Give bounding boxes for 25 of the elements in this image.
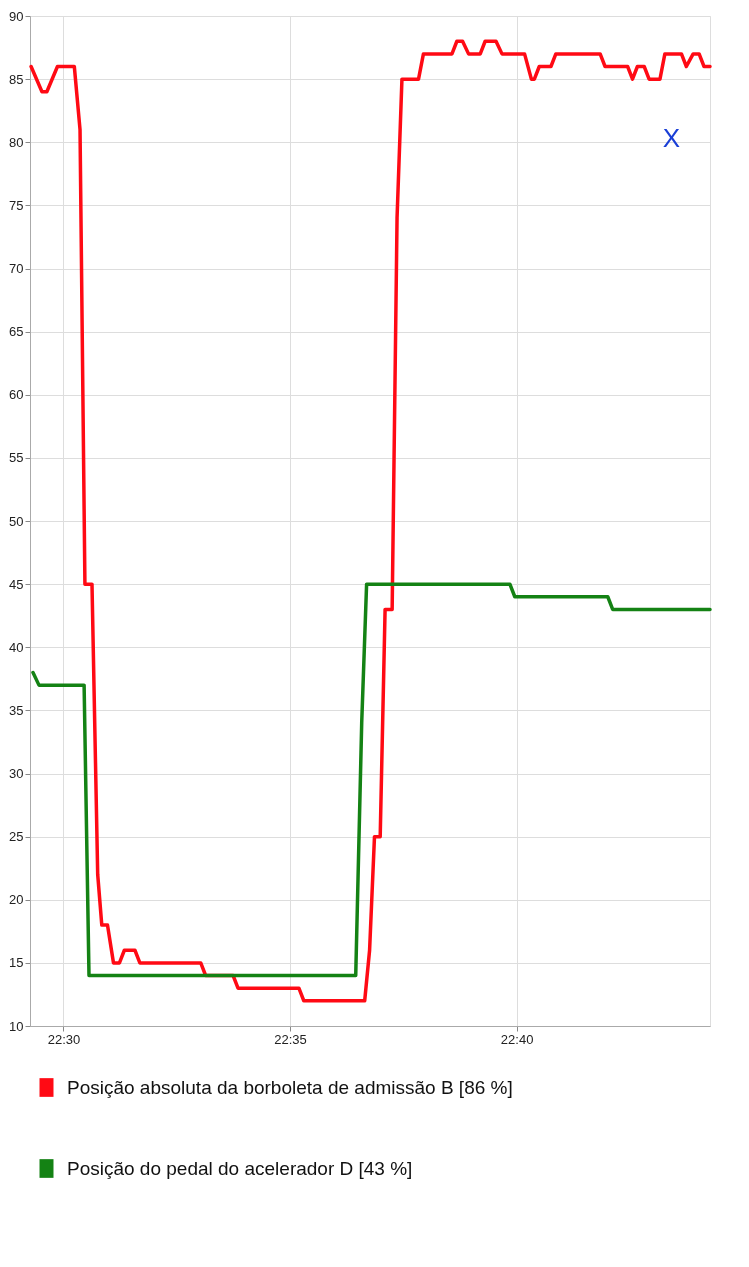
y-tick-label: 45 bbox=[9, 576, 24, 592]
x-tick-label: 22:30 bbox=[47, 1031, 81, 1047]
y-tick-label: 75 bbox=[9, 197, 24, 213]
y-tick-label: 30 bbox=[9, 766, 24, 781]
y-tick-label: 10 bbox=[9, 1018, 24, 1034]
annotation: X bbox=[662, 123, 680, 153]
legend-label: Posição absoluta da borboleta de admissão B [86 %] bbox=[67, 1076, 513, 1098]
line-series bbox=[31, 582, 712, 978]
line-series bbox=[29, 39, 712, 1003]
y-tick-label: 25 bbox=[9, 829, 24, 845]
legend-label: Posição do pedal do acelerador D [43 %] bbox=[67, 1157, 413, 1179]
y-tick-label: 60 bbox=[9, 387, 24, 403]
y-tick-label: 90 bbox=[9, 8, 24, 24]
x-tick-label: 22:40 bbox=[500, 1031, 534, 1047]
y-tick-label: 70 bbox=[9, 261, 24, 276]
x-tick-label: 22:35 bbox=[274, 1031, 307, 1047]
y-tick-label: 85 bbox=[9, 71, 24, 87]
y-tick-label: 20 bbox=[9, 892, 24, 908]
y-tick-label: 35 bbox=[9, 702, 24, 718]
y-tick-label: 40 bbox=[9, 639, 24, 655]
y-tick-label: 15 bbox=[9, 955, 24, 971]
y-tick-label: 80 bbox=[9, 134, 24, 150]
y-tick-label: 55 bbox=[9, 450, 24, 466]
y-tick-label: 65 bbox=[9, 324, 24, 340]
y-tick-label: 50 bbox=[9, 513, 24, 529]
